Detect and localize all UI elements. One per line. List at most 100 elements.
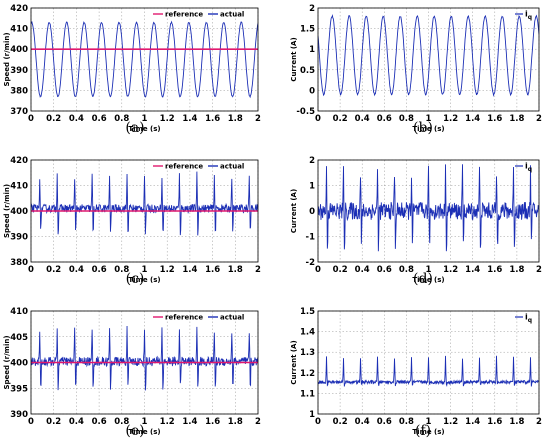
legend-label-iq: iq — [525, 10, 532, 22]
x-axis-label: Time (s) — [412, 125, 444, 133]
legend: reference actual — [153, 163, 244, 171]
x-axis-label: Time (s) — [412, 276, 444, 284]
x-tick-label: 1.2 — [443, 265, 458, 275]
y-tick-label: 390 — [10, 233, 28, 243]
x-tick-label: 1 — [426, 417, 432, 427]
panel-label-b: (b) — [413, 120, 433, 136]
y-tick-label: 405 — [10, 333, 28, 343]
y-tick-label: 2 — [309, 4, 315, 14]
y-tick-label: 1.3 — [300, 348, 315, 358]
legend: iq — [515, 162, 532, 173]
y-tick-label: 1 — [309, 45, 315, 55]
y-tick-label: -2 — [306, 258, 316, 268]
x-tick-label: 0.6 — [92, 265, 107, 275]
series-line-iq — [318, 355, 539, 388]
x-tick-label: 0.4 — [69, 265, 84, 275]
x-tick-label: 1.6 — [487, 265, 502, 275]
legend: reference actual — [153, 314, 244, 322]
y-tick-label: 380 — [10, 258, 28, 268]
y-tick-label: 410 — [10, 182, 28, 192]
y-axis-label: Current (A) — [290, 340, 298, 384]
y-tick-label: 390 — [10, 66, 28, 76]
plot-frame — [30, 159, 259, 263]
x-tick-label: 0.8 — [114, 114, 129, 124]
y-tick-label: 0.5 — [300, 66, 315, 76]
y-axis-label: Current (A) — [290, 189, 298, 233]
x-axis-label: Time (s) — [128, 276, 160, 284]
legend-label-actual: actual — [220, 163, 244, 171]
y-tick-label: 400 — [10, 207, 28, 217]
legend: iq — [515, 10, 532, 22]
x-tick-label: 0.6 — [377, 417, 392, 427]
x-tick-label: 1.4 — [182, 114, 197, 124]
x-tick-label: 1 — [426, 114, 432, 124]
x-tick-label: 0.2 — [46, 265, 61, 275]
x-tick-label: 1 — [142, 265, 148, 275]
series-line-actual — [31, 325, 258, 391]
x-tick-label: 1.4 — [182, 417, 197, 427]
y-axis-label: Current (A) — [290, 37, 298, 81]
y-axis-label: Speed (r/min) — [3, 335, 11, 389]
y-tick-label: 1.5 — [300, 307, 315, 317]
x-tick-label: 1.6 — [487, 114, 502, 124]
y-tick-label: 0 — [309, 86, 315, 96]
x-tick-label: 0.6 — [92, 417, 107, 427]
legend-label-sub: q — [528, 317, 532, 324]
x-tick-label: 1.6 — [205, 265, 220, 275]
y-tick-label: 410 — [10, 307, 28, 317]
panel-label-a: (a) — [125, 120, 145, 136]
x-tick-label: 1.8 — [509, 265, 524, 275]
x-tick-label: 1 — [142, 417, 148, 427]
x-tick-label: 2 — [536, 265, 542, 275]
x-tick-label: 2 — [536, 417, 542, 427]
x-tick-label: 1.8 — [228, 265, 243, 275]
legend: iq — [515, 313, 532, 325]
x-tick-label: 0.8 — [399, 417, 414, 427]
series-line-iq — [318, 13, 539, 97]
x-tick-label: 0 — [28, 114, 34, 124]
x-tick-label: 1.8 — [509, 114, 524, 124]
chart-f: 0 0.2 0.4 0.6 0.8 1 1.2 1.4 1.6 1.8 2 1 1.1 1.2 1.3 1.4… — [290, 307, 542, 436]
panel-label-d: (d) — [413, 271, 433, 287]
chart-d: 0 0.2 0.4 0.6 0.8 1 1.2 1.4 1.6 1.8 2 -2 -1 0 1 2 Time (… — [290, 156, 542, 284]
y-tick-label: 1.1 — [300, 389, 315, 399]
x-tick-label: 0.2 — [46, 114, 61, 124]
x-tick-label: 1.8 — [228, 417, 243, 427]
y-tick-label: 370 — [10, 107, 28, 117]
y-tick-label: 410 — [10, 25, 28, 35]
x-tick-label: 2 — [255, 417, 261, 427]
x-tick-label: 0.6 — [377, 114, 392, 124]
x-tick-label: 1.4 — [465, 417, 480, 427]
y-tick-label: 395 — [10, 384, 28, 394]
panel-label-e: (e) — [125, 423, 145, 439]
series-line-actual — [31, 171, 258, 236]
x-axis-label: Time (s) — [128, 125, 160, 133]
panel-label-c: (c) — [125, 271, 145, 287]
x-tick-label: 0.8 — [114, 265, 129, 275]
x-tick-label: 1.2 — [443, 114, 458, 124]
plot-frame — [317, 7, 540, 112]
chart-b: 0 0.2 0.4 0.6 0.8 1 1.2 1.4 1.6 1.8 2-0.500.511.52… — [290, 4, 542, 133]
plot-frame — [30, 310, 259, 415]
y-tick-label: 1.5 — [300, 25, 315, 35]
x-tick-label: 2 — [536, 114, 542, 124]
x-tick-label: 1.6 — [487, 417, 502, 427]
x-tick-label: 0 — [315, 265, 321, 275]
legend-label-main: i — [525, 10, 528, 19]
x-tick-label: 0.6 — [377, 265, 392, 275]
x-tick-label: 1.8 — [228, 114, 243, 124]
y-tick-label: 0 — [309, 207, 315, 217]
legend-label-iq: iq — [525, 313, 532, 325]
plot-frame — [30, 7, 259, 112]
legend-label-sub: q — [528, 166, 532, 173]
x-tick-label: 1.4 — [465, 265, 480, 275]
x-tick-label: 2 — [255, 114, 261, 124]
x-tick-label: 0.4 — [355, 417, 370, 427]
x-tick-label: 0.8 — [399, 114, 414, 124]
panel-label-f: (f) — [414, 423, 432, 439]
x-tick-label: 0 — [28, 417, 34, 427]
x-tick-label: 0.4 — [355, 265, 370, 275]
legend-label-reference: reference — [165, 314, 203, 322]
y-axis-label: Speed (r/min) — [3, 32, 11, 86]
legend-label-actual: actual — [220, 314, 244, 322]
